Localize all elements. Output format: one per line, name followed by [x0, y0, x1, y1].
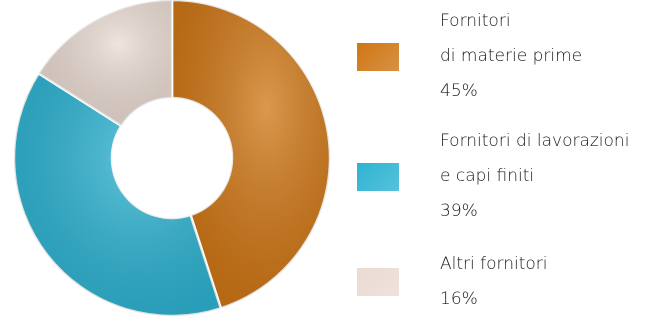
legend-label: Fornitori di lavorazioni e capi finiti: [440, 124, 629, 194]
legend-swatch: [357, 163, 399, 191]
value-label: 45%: [440, 74, 582, 109]
page: Fornitori di materie prime45%Fornitori d…: [0, 0, 662, 317]
legend-label: Altri fornitori: [440, 247, 548, 282]
legend-label: Fornitori di materie prime: [440, 4, 582, 74]
legend-swatch: [357, 43, 399, 71]
chart: [0, 0, 345, 317]
value-label: 16%: [440, 282, 548, 317]
value-label: 39%: [440, 194, 629, 229]
legend-swatch: [357, 268, 399, 296]
